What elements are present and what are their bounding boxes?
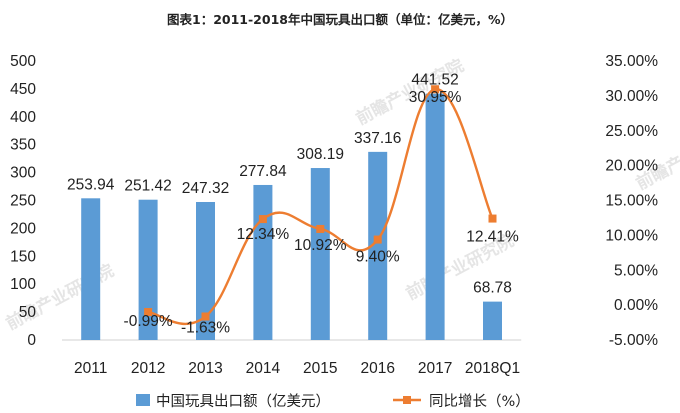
bar	[196, 201, 215, 340]
right-tick-label: 0.00%	[614, 297, 658, 314]
right-tick-label: -5.00%	[609, 332, 658, 349]
legend-line-label: 同比增长（%）	[429, 393, 530, 410]
growth-marker	[316, 224, 325, 233]
left-tick-label: 300	[10, 165, 36, 182]
bar-value-label: 68.78	[473, 280, 512, 297]
bar-value-label: 277.84	[239, 163, 287, 180]
bar	[425, 93, 445, 341]
legend-bar-swatch	[136, 394, 150, 406]
growth-value-label: 9.40%	[356, 249, 400, 266]
x-tick-label: 2016	[360, 360, 394, 377]
bar-value-label: 251.42	[124, 178, 171, 195]
growth-marker	[201, 312, 210, 321]
legend: 中国玩具出口额（亿美元） 同比增长（%）	[136, 393, 530, 410]
left-tick-label: 450	[10, 81, 36, 98]
bar	[81, 198, 101, 340]
left-axis: 0 50 100 150 200 250 300 350 400 450 500	[10, 53, 36, 349]
bar-data-labels: 253.94 251.42 247.32 277.84 308.19 337.16 441.…	[67, 72, 512, 297]
x-tick-label: 2012	[131, 360, 165, 377]
bar	[138, 199, 158, 340]
growth-markers	[144, 85, 497, 321]
bar-value-label: 247.32	[182, 180, 229, 197]
right-tick-label: 10.00%	[605, 227, 658, 244]
growth-marker	[488, 214, 497, 223]
x-tick-label: 2014	[246, 360, 281, 377]
left-tick-label: 100	[10, 276, 36, 293]
left-tick-label: 500	[10, 53, 36, 70]
right-axis: -5.00% 0.00% 5.00% 10.00% 15.00% 20.00% 25.00%…	[605, 53, 658, 349]
growth-marker	[258, 215, 267, 224]
x-tick-label: 2017	[418, 360, 452, 377]
left-tick-label: 0	[27, 332, 36, 349]
x-axis: 2011 2012 2013 2014 2015 2016 2017 2018Q1	[74, 360, 520, 377]
legend-bar-label: 中国玩具出口额（亿美元）	[156, 393, 330, 410]
right-tick-label: 35.00%	[605, 53, 658, 70]
bar-value-label: 337.16	[354, 130, 401, 147]
x-tick-label: 2018Q1	[465, 360, 520, 377]
right-tick-label: 25.00%	[605, 123, 658, 140]
growth-marker	[144, 308, 153, 317]
growth-value-label: 12.34%	[237, 226, 290, 243]
bar	[368, 151, 388, 340]
chart-title: 图表1：2011-2018年中国玩具出口额（单位：亿美元，%）	[167, 12, 513, 27]
right-tick-label: 15.00%	[605, 193, 658, 210]
growth-marker	[373, 235, 382, 244]
left-tick-label: 350	[10, 137, 36, 154]
x-tick-label: 2011	[74, 360, 107, 377]
bar	[483, 301, 502, 340]
bar-value-label: 253.94	[67, 176, 115, 193]
right-tick-label: 30.00%	[605, 88, 658, 105]
growth-data-labels: -0.99% -1.63% 12.34%10.92% 9.40% 30.95% 12.41…	[124, 89, 519, 336]
bar-value-label: 441.52	[411, 72, 458, 89]
growth-value-label: 12.41%	[466, 229, 519, 246]
x-tick-label: 2015	[303, 360, 337, 377]
growth-marker	[431, 85, 440, 94]
legend-line-marker	[403, 396, 411, 404]
right-tick-label: 20.00%	[605, 158, 658, 175]
bar	[310, 168, 330, 340]
growth-value-label: 10.92%	[294, 237, 347, 254]
right-tick-label: 5.00%	[614, 262, 658, 279]
growth-value-label: -1.63%	[181, 319, 230, 336]
growth-value-label: -0.99%	[124, 313, 173, 330]
x-tick-label: 2013	[188, 360, 222, 377]
bar-value-label: 308.19	[297, 146, 344, 163]
left-tick-label: 50	[19, 304, 37, 321]
left-tick-label: 250	[10, 193, 36, 210]
bar-series	[81, 93, 502, 341]
growth-value-label: 30.95%	[409, 89, 462, 106]
left-tick-label: 150	[10, 248, 36, 265]
left-tick-label: 200	[10, 220, 36, 237]
bar	[253, 184, 273, 340]
growth-line	[147, 88, 494, 325]
left-tick-label: 400	[10, 109, 36, 126]
